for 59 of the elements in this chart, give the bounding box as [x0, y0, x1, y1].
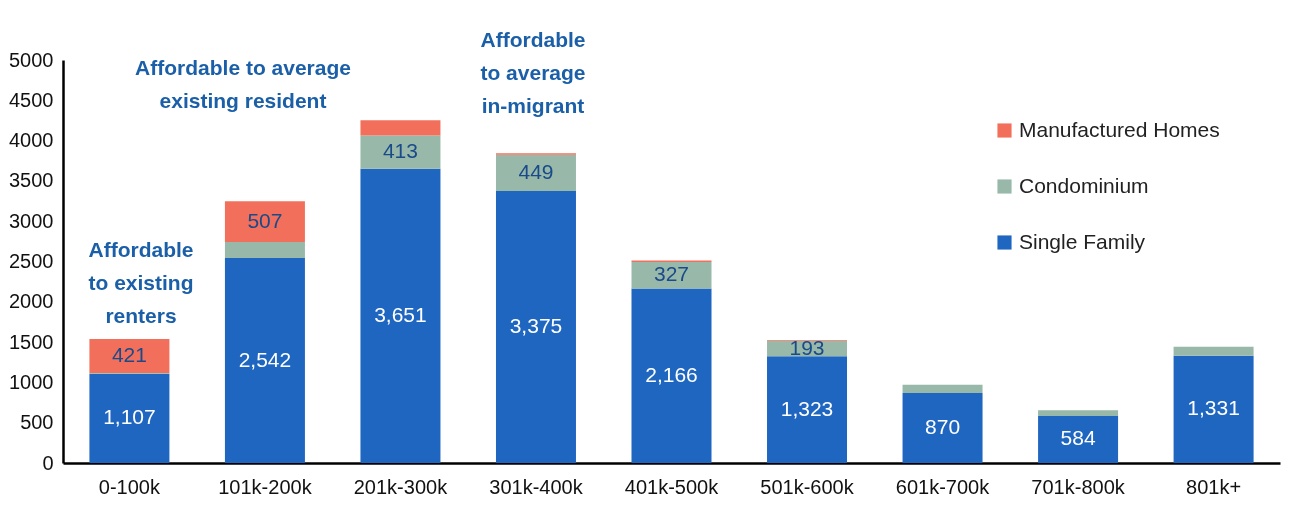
x-tick-label: 101k-200k: [218, 475, 313, 498]
bar: [767, 356, 848, 463]
data-label: 870: [925, 414, 961, 438]
bar: [360, 120, 441, 136]
x-tick-label: 401k-500k: [624, 475, 720, 498]
y-tick-label: 4000: [9, 129, 54, 152]
bar: [902, 392, 983, 463]
x-tick-label: 201k-300k: [353, 475, 449, 498]
y-tick-label: 3500: [9, 169, 54, 192]
x-tick-label: 801k+: [1186, 475, 1242, 498]
y-tick-label: 1500: [9, 330, 54, 353]
x-tick-label: 0-100k: [98, 475, 161, 498]
bar: [89, 373, 170, 463]
data-label: 507: [247, 208, 283, 232]
annotation: Affordable to average existing resident: [135, 56, 351, 112]
bar: [1038, 415, 1119, 463]
data-label: 421: [111, 343, 147, 366]
data-label: 1,331: [1187, 396, 1240, 420]
legend-label: Single Family: [1019, 229, 1146, 253]
bar: [224, 241, 305, 259]
annotation: Affordable to existing renters: [88, 238, 194, 327]
y-tick-label: 1000: [9, 370, 54, 393]
y-tick-label: 2500: [9, 250, 54, 272]
y-tick-label: 0: [42, 451, 54, 474]
data-label: 3,375: [509, 313, 563, 337]
bar: [224, 258, 305, 463]
data-label: 584: [1060, 426, 1096, 450]
data-label: 3,651: [374, 302, 427, 326]
y-tick-label: 5000: [9, 48, 54, 71]
data-label: 413: [382, 139, 418, 163]
x-tick-label: 301k-400k: [489, 475, 584, 498]
data-label: 449: [518, 159, 554, 183]
bar: [89, 339, 170, 373]
legend-label: Manufactured Homes: [1019, 117, 1220, 141]
bar: [360, 135, 441, 169]
data-label: 193: [789, 335, 825, 359]
data-label: 2,542: [238, 347, 292, 371]
bar: [1173, 346, 1254, 356]
y-tick-label: 4500: [9, 88, 54, 111]
bar: [495, 190, 576, 463]
y-tick-label: 3000: [9, 209, 54, 232]
annotation: Affordable to average in-migrant: [480, 28, 586, 117]
bar: [631, 288, 712, 463]
bar: [1173, 355, 1254, 463]
x-tick-label: 701k-800k: [1031, 475, 1126, 498]
bar: [1038, 410, 1119, 416]
bar: [224, 201, 305, 242]
data-label: 327: [653, 262, 690, 286]
data-label: 1,323: [780, 396, 834, 420]
data-label: 1,107: [103, 405, 156, 429]
data-label: 2,166: [645, 362, 698, 386]
y-tick-label: 500: [20, 411, 54, 434]
x-tick-label: 501k-600k: [760, 475, 855, 498]
bar: [495, 154, 576, 191]
x-tick-label: 601k-700k: [895, 475, 991, 498]
y-tick-label: 2000: [9, 290, 54, 313]
legend-label: Condominium: [1019, 173, 1149, 197]
bar: [902, 384, 983, 393]
bar: [360, 168, 441, 463]
